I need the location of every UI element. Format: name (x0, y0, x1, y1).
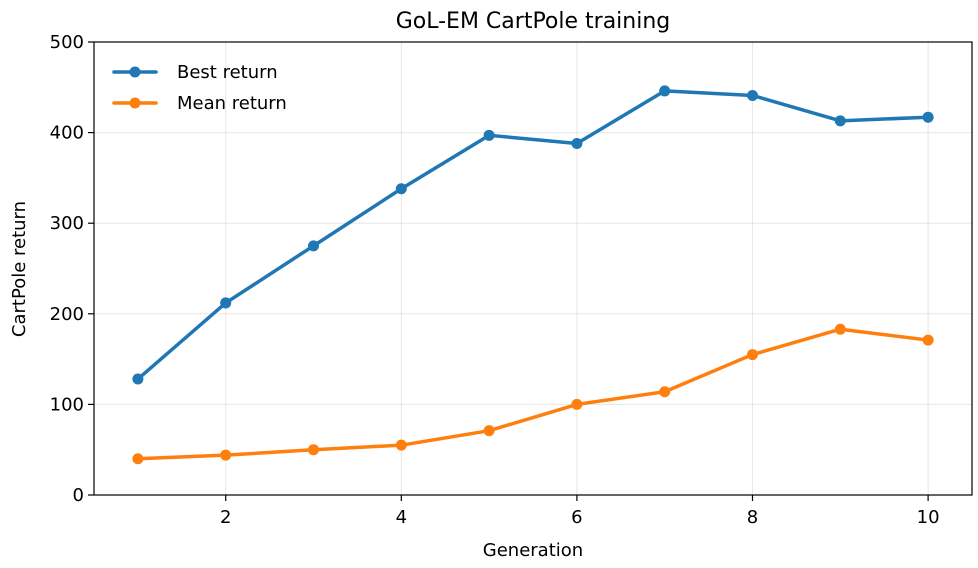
x-tick-label: 6 (571, 507, 582, 528)
series-2-point (308, 444, 319, 456)
legend: Best return Mean return (112, 62, 287, 114)
series-1-point (571, 137, 583, 149)
legend-item: Best return (112, 62, 278, 83)
series-1-point (220, 297, 232, 309)
legend-label: Mean return (177, 93, 287, 114)
series-layer (132, 85, 934, 465)
y-tick-label: 300 (50, 213, 84, 234)
legend-marker (129, 66, 141, 78)
series-line-1 (136, 89, 930, 381)
y-tick-label: 200 (50, 304, 84, 325)
series-line-2 (136, 327, 930, 461)
x-tick-label: 8 (747, 507, 758, 528)
series-2-point (483, 425, 495, 437)
legend-marker (129, 97, 141, 109)
series-2-point (834, 323, 846, 335)
x-axis-label: Generation (483, 540, 583, 561)
y-tick-label: 400 (50, 123, 84, 144)
series-2-point (395, 439, 407, 451)
series-1-point (922, 111, 934, 123)
series-2-point (659, 386, 671, 398)
legend-item: Mean return (112, 93, 287, 114)
series-1-point (132, 373, 144, 385)
series-1-point (834, 115, 846, 127)
series-2-point (747, 349, 758, 361)
chart-title: GoL-EM CartPole training (396, 9, 671, 34)
series-1-point (659, 85, 671, 97)
legend-label: Best return (177, 62, 278, 83)
plot-frame (93, 41, 973, 496)
x-tick-label: 4 (396, 507, 407, 528)
y-tick-label: 100 (50, 394, 84, 415)
x-tick-label: 10 (917, 507, 940, 528)
series-1-point (747, 89, 758, 101)
series-2-point (571, 398, 583, 410)
series-2-point (922, 334, 934, 346)
ticks-layer: 0 100 200 300 400 500 2 4 6 8 10 (50, 32, 940, 528)
series-1-point (395, 183, 407, 195)
series-2-point (220, 449, 232, 461)
x-tick-label: 2 (220, 507, 231, 528)
series-2-point (132, 453, 144, 465)
y-tick-label: 500 (50, 32, 84, 53)
series-1-point (308, 240, 319, 252)
y-axis-label: CartPole return (9, 201, 30, 337)
series-1-point (483, 129, 495, 141)
y-tick-label: 0 (73, 485, 84, 506)
